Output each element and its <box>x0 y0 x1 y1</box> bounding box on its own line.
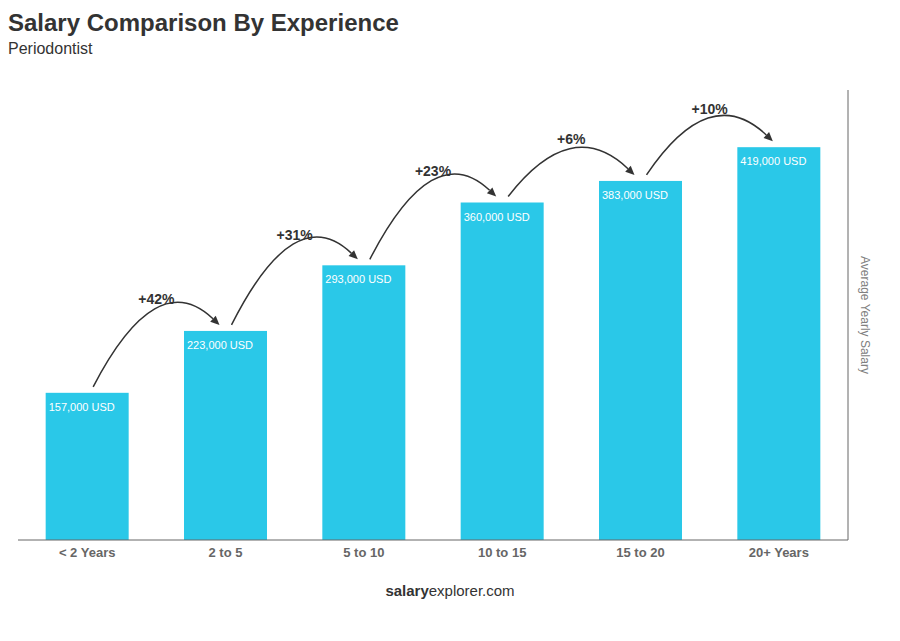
svg-text:15 to 20: 15 to 20 <box>616 545 664 560</box>
svg-text:5 to 10: 5 to 10 <box>343 545 384 560</box>
svg-text:+23%: +23% <box>415 163 452 179</box>
html-text:salary explorer.com: salary explorer.com <box>385 582 515 599</box>
svg-text:+42%: +42% <box>138 291 175 307</box>
svg-text:+31%: +31% <box>277 227 314 243</box>
svg-text:419,000 USD: 419,000 USD <box>740 155 806 167</box>
svg-text:383,000 USD: 383,000 USD <box>602 189 668 201</box>
svg-text:20+ Years: 20+ Years <box>749 545 809 560</box>
svg-text:293,000 USD: 293,000 USD <box>325 273 391 285</box>
html-text:Salary Comparison By Experienc: Salary Comparison By Experience <box>8 9 399 36</box>
svg-text:< 2 Years: < 2 Years <box>59 545 116 560</box>
svg-text:+6%: +6% <box>557 131 586 147</box>
svg-text:360,000 USD: 360,000 USD <box>464 211 530 223</box>
svg-text:157,000 USD: 157,000 USD <box>49 401 115 413</box>
svg-text:223,000 USD: 223,000 USD <box>187 339 253 351</box>
svg-text:2 to 5: 2 to 5 <box>209 545 243 560</box>
svg-text:+10%: +10% <box>692 101 729 117</box>
svg-text:10 to 15: 10 to 15 <box>478 545 526 560</box>
html-text:Periodontist: Periodontist <box>8 40 93 57</box>
svg-text:Average Yearly Salary: Average Yearly Salary <box>858 256 872 374</box>
